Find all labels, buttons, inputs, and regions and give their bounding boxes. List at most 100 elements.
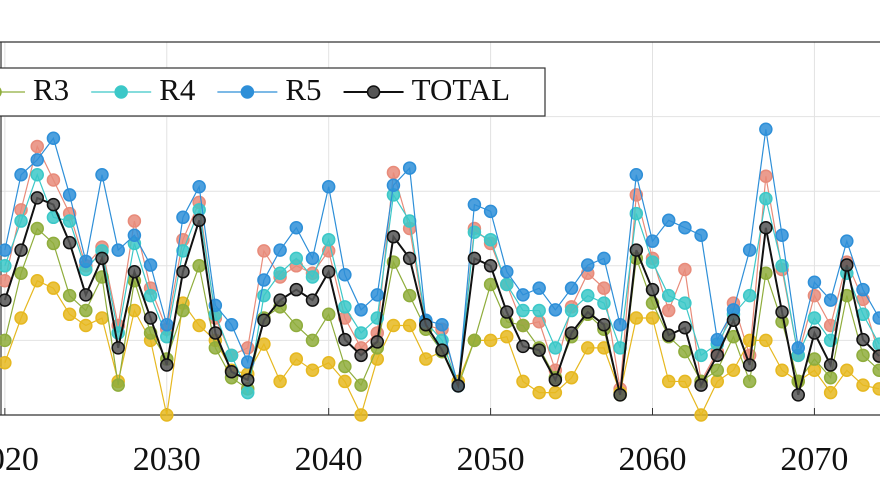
data-point [386, 229, 401, 244]
data-point [62, 188, 77, 202]
data-point [14, 266, 28, 281]
data-point [14, 243, 28, 257]
data-point [321, 265, 336, 279]
data-point [645, 255, 660, 269]
data-point [661, 328, 676, 342]
data-point [79, 254, 93, 269]
data-point [872, 337, 880, 351]
data-point [807, 275, 822, 289]
data-point [580, 305, 595, 319]
data-point [46, 197, 61, 212]
data-point [678, 374, 692, 389]
data-point [613, 388, 627, 402]
data-point [354, 378, 368, 392]
data-point [273, 293, 287, 307]
data-point [370, 352, 385, 366]
data-point [516, 288, 530, 302]
data-point [742, 374, 757, 389]
data-point [872, 311, 880, 325]
data-point [759, 221, 773, 235]
data-point [338, 268, 352, 282]
data-point [321, 179, 336, 194]
data-point [370, 335, 385, 349]
data-point [500, 329, 514, 344]
data-point [564, 303, 579, 318]
data-point [402, 251, 417, 266]
data-point [807, 311, 822, 325]
data-point [143, 288, 158, 303]
data-point [500, 305, 514, 319]
data-point [402, 161, 417, 175]
data-point [321, 232, 336, 247]
data-point [419, 352, 433, 366]
data-point [338, 300, 352, 314]
data-point [62, 288, 77, 303]
data-point [645, 234, 660, 248]
data-point [678, 320, 692, 335]
data-point [192, 213, 206, 228]
data-point [14, 214, 28, 228]
data-point [483, 204, 498, 219]
data-point [192, 179, 206, 194]
data-point [46, 236, 61, 251]
data-point [759, 191, 773, 206]
x-tick-label: 2040 [295, 441, 363, 478]
data-point [467, 333, 482, 348]
data-point [597, 296, 611, 310]
data-point [872, 363, 880, 377]
data-point [289, 251, 304, 266]
data-point [176, 303, 190, 318]
x-tick-label: 2070 [780, 441, 848, 478]
x-tick-label: 2050 [457, 441, 525, 478]
data-point [483, 232, 498, 247]
data-point [46, 131, 61, 145]
data-point [775, 305, 789, 319]
data-point [597, 317, 611, 332]
data-point [823, 385, 838, 400]
data-point [14, 168, 28, 182]
data-point [467, 251, 482, 266]
data-point [548, 373, 563, 387]
data-point [823, 358, 838, 372]
data-point [127, 228, 142, 242]
data-point [532, 303, 546, 318]
data-point [516, 339, 530, 354]
data-point [305, 251, 320, 266]
data-point [467, 225, 482, 239]
data-point [354, 303, 368, 317]
data-point [726, 313, 741, 328]
data-point [775, 363, 789, 377]
data-point [224, 317, 239, 332]
data-point [30, 273, 44, 288]
data-point [532, 343, 546, 357]
data-point [759, 333, 773, 348]
data-point [370, 288, 385, 302]
data-point [661, 303, 676, 318]
data-point [79, 288, 93, 302]
data-point [143, 258, 158, 272]
data-point [321, 307, 336, 322]
data-point [305, 333, 320, 348]
data-point [597, 281, 611, 295]
data-point [661, 374, 676, 389]
data-point [62, 307, 77, 322]
legend: R3 R4 R5 TOTAL [0, 67, 546, 117]
x-tick-label: 2030 [133, 441, 201, 478]
data-point [710, 374, 725, 389]
data-point [597, 251, 611, 266]
data-point [208, 326, 223, 340]
data-point [564, 326, 579, 340]
data-point [500, 265, 514, 279]
data-point [564, 281, 579, 295]
data-point [402, 214, 417, 228]
data-point [0, 356, 12, 370]
data-point [645, 311, 660, 325]
data-point [661, 213, 676, 228]
data-point [257, 273, 271, 287]
data-point [775, 228, 789, 242]
data-point [176, 210, 190, 225]
data-point [79, 318, 93, 333]
data-point [807, 363, 822, 377]
data-point [629, 243, 644, 257]
